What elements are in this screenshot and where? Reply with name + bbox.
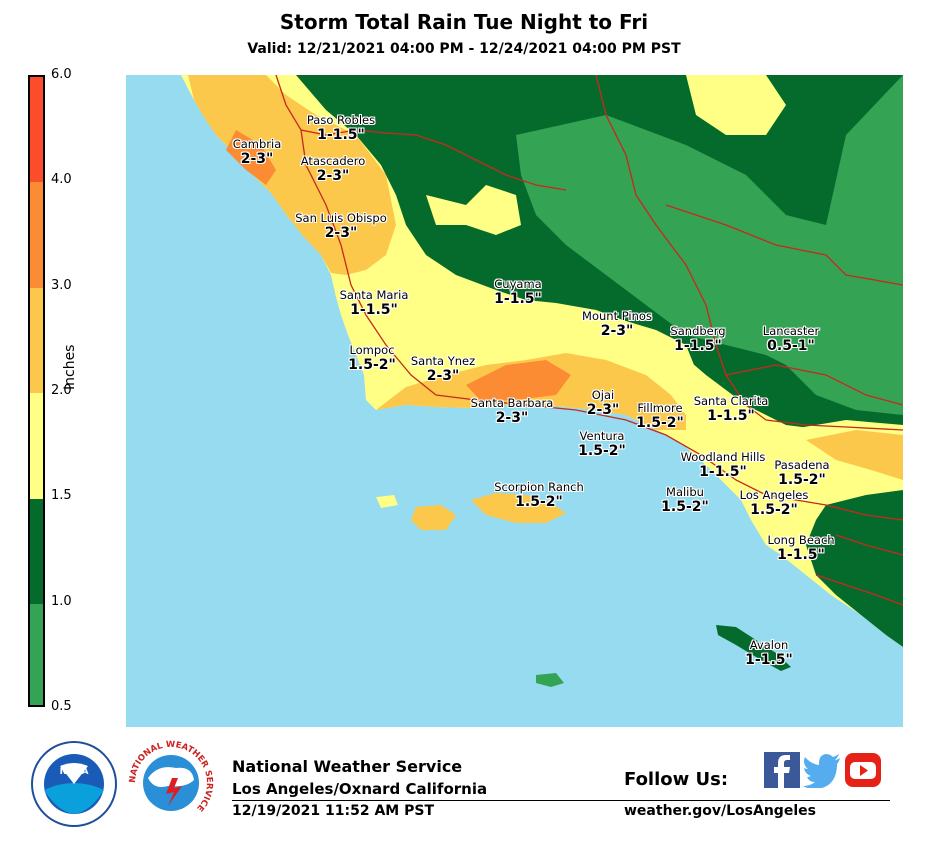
color-bar-tick: 6.0 [51, 67, 72, 82]
youtube-icon[interactable] [845, 753, 881, 787]
band-3-4 [466, 360, 571, 401]
color-bar-tick: 3.0 [51, 278, 72, 293]
island-catalina [716, 625, 791, 671]
roads [275, 75, 903, 606]
color-bar-seg-5 [30, 77, 43, 182]
map-title: Storm Total Rain Tue Night to Fri [279, 10, 649, 34]
island-santa-cruz [471, 493, 566, 523]
website-link[interactable]: weather.gov/LosAngeles [624, 803, 816, 819]
band-1.5-2-interior [426, 185, 521, 235]
follow-us-label: Follow Us: [624, 769, 729, 790]
color-bar-seg-4 [30, 182, 43, 288]
band-1.5-2-interior [686, 75, 786, 135]
map-canvas [126, 75, 903, 727]
island-santa-rosa [411, 505, 456, 530]
band-2-3-la [806, 430, 903, 480]
noaa-logo: NOAA [30, 740, 118, 828]
island-san-miguel [376, 495, 398, 508]
valid-time: Valid: 12/21/2021 04:00 PM - 12/24/2021 … [247, 41, 681, 57]
color-bar-tick: 2.0 [51, 383, 72, 398]
org-name: National Weather Service [232, 757, 463, 776]
color-bar-seg-3 [30, 288, 43, 393]
color-bar-seg-1 [30, 499, 43, 604]
color-bar-seg-0 [30, 604, 43, 705]
band-0.5-1 [516, 75, 903, 415]
color-bar-seg-2 [30, 393, 43, 499]
island-san-nicolas [536, 673, 564, 687]
twitter-icon[interactable] [802, 752, 842, 790]
color-bar-tick: 4.0 [51, 172, 72, 187]
footer-divider [232, 800, 890, 801]
issued-time: 12/19/2021 11:52 AM PST [232, 803, 435, 819]
band-1-1.5-coast [806, 490, 903, 647]
color-bar [28, 75, 45, 707]
facebook-icon[interactable] [764, 752, 800, 788]
rainfall-map: Paso Robles 1-1.5" Cambria 2-3" Atascadero… [126, 75, 903, 727]
color-bar-tick: 1.0 [51, 594, 72, 609]
office-name: Los Angeles/Oxnard California [232, 780, 488, 798]
band-2-3-north [188, 75, 396, 275]
noaa-logo-text: NOAA [60, 767, 89, 777]
band-3-4-north [226, 130, 276, 185]
nws-logo: NATIONAL WEATHER SERVICE [128, 738, 214, 828]
color-bar-tick: 0.5 [51, 699, 72, 714]
color-bar-tick: 1.5 [51, 488, 72, 503]
band-1.5-2-interior [556, 315, 696, 375]
color-bar-label: Inches [62, 344, 78, 390]
